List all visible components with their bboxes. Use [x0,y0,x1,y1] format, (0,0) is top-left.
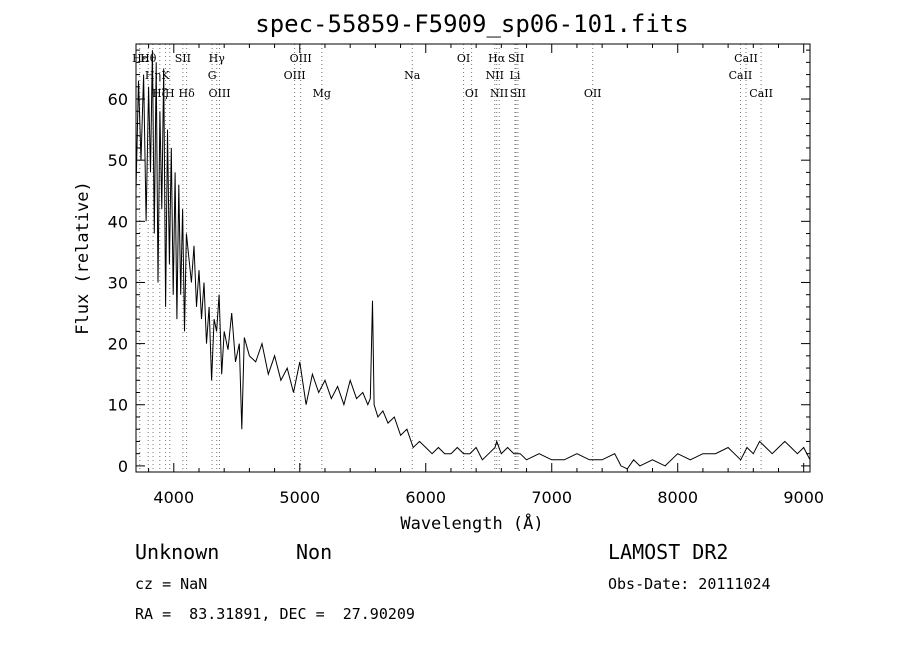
y-tick-label: 20 [108,335,128,354]
observation-date: Obs-Date: 20111024 [608,575,771,593]
spectral-line-label: K [161,69,170,82]
y-tick-label: 50 [108,151,128,170]
object-class: Unknown [135,540,220,564]
spectral-line-label: OIII [290,52,312,65]
x-tick-label: 8000 [657,488,698,507]
chart-title: spec-55859-F5909_sp06-101.fits [255,10,688,38]
spectral-line-label: OIII [208,87,230,100]
redshift-value: cz = NaN [135,575,208,593]
y-tick-label: 60 [108,90,128,109]
y-axis-ticks: 0 10 20 30 40 50 60 [108,49,810,476]
spectral-line-label: SII [510,87,526,100]
y-tick-label: 40 [108,212,128,231]
spectral-line-label: H [165,87,175,100]
x-tick-label: 6000 [405,488,446,507]
spectral-line-label: OI [457,52,470,65]
spectral-line-label: Hα [488,52,506,65]
x-axis-label: Wavelength (Å) [400,512,543,534]
plot-frame [135,43,811,473]
spectral-line-label: CaII [729,69,753,82]
spectral-line-label: OI [465,87,478,100]
y-tick-label: 0 [118,457,128,476]
spectral-line-label: Hγ [209,52,226,65]
spectral-line-label: CaII [734,52,758,65]
spectral-line-label: SII [508,52,524,65]
spectral-line-label: Mg [313,87,331,100]
x-tick-label: 9000 [783,488,824,507]
y-axis-label: Flux (relative) [73,181,93,335]
x-axis-ticks: 4000 5000 6000 7000 8000 9000 [148,44,824,507]
x-tick-label: 5000 [279,488,320,507]
y-tick-label: 10 [108,396,128,415]
spectral-line-label: Hδ [179,87,196,100]
x-tick-label: 7000 [531,488,572,507]
spectral-line-label: OII [584,87,602,100]
spectral-line-markers [139,44,762,472]
y-tick-label: 30 [108,273,128,292]
spectral-line-label: SII [175,52,191,65]
spectral-line-label: Hθ [140,52,157,65]
coordinates: RA = 83.31891, DEC = 27.90209 [135,605,415,623]
spectral-line-label: NII [486,69,504,82]
x-tick-label: 4000 [153,488,194,507]
spectral-line-label: CaII [749,87,773,100]
object-subclass: Non [296,540,333,564]
spectral-line-label: Na [404,69,421,82]
spectral-line-label: OIII [284,69,306,82]
spectral-line-label: NII [490,87,508,100]
spectral-line-label: Li [510,69,521,82]
survey-name: LAMOST DR2 [608,540,729,564]
spectral-line-label: G [208,69,217,82]
spectrum-series-line [135,50,811,470]
